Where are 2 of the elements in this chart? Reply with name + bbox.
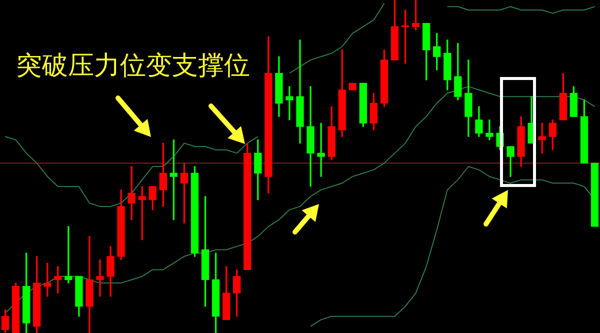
annotation: 突破压力位变支撑位 [16, 50, 250, 82]
candlestick [590, 162, 599, 227]
